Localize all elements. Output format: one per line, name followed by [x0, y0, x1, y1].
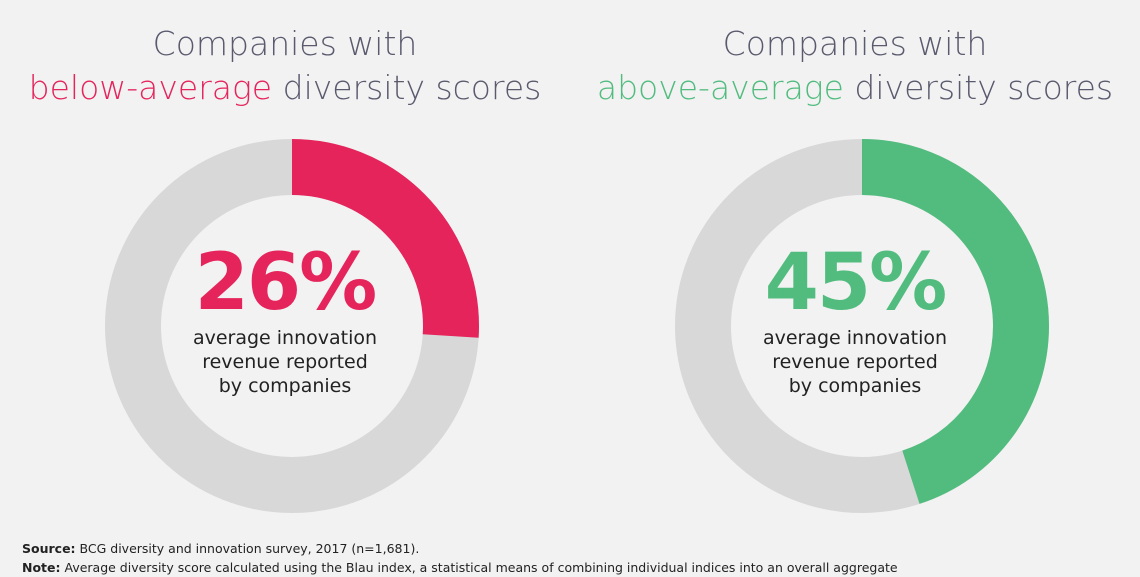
caption-line: average innovation — [192, 327, 378, 349]
caption-line: by companies — [218, 375, 352, 397]
title-line1: Companies with — [722, 24, 988, 63]
title-rest: diversity scores — [282, 68, 542, 107]
caption-line: revenue reported — [772, 351, 938, 373]
donut-chart — [675, 139, 1049, 513]
title-line1: Companies with — [152, 24, 418, 63]
value-label: 26% — [194, 238, 378, 328]
value-segment — [675, 139, 1049, 513]
chart-footer: Source: BCG diversity and innovation sur… — [22, 539, 898, 577]
title-rest: diversity scores — [854, 68, 1114, 107]
caption-line: revenue reported — [202, 351, 368, 373]
title-line2: below-average diversity scores — [0, 66, 570, 110]
donut-center: 26% average innovation revenue reported … — [0, 242, 570, 398]
chart-title: Companies with below-average diversity s… — [0, 22, 570, 110]
donut-center: 45% average innovation revenue reported … — [570, 242, 1140, 398]
value-segment — [105, 139, 479, 513]
value-label: 45% — [764, 238, 948, 328]
title-line2: above-average diversity scores — [570, 66, 1140, 110]
below-average-panel: Companies with below-average diversity s… — [0, 0, 570, 520]
note-label: Note: — [22, 560, 61, 575]
source-label: Source: — [22, 541, 76, 556]
donut-chart — [105, 139, 479, 513]
note-text: Average diversity score calculated using… — [64, 560, 898, 575]
above-average-panel: Companies with above-average diversity s… — [570, 0, 1140, 520]
value-caption: average innovation revenue reported by c… — [570, 326, 1140, 398]
source-text: BCG diversity and innovation survey, 201… — [79, 541, 420, 556]
title-highlight: above-average — [596, 68, 844, 107]
caption-line: average innovation — [762, 327, 948, 349]
chart-title: Companies with above-average diversity s… — [570, 22, 1140, 110]
caption-line: by companies — [788, 375, 922, 397]
value-caption: average innovation revenue reported by c… — [0, 326, 570, 398]
note-line: Note: Average diversity score calculated… — [22, 558, 898, 577]
source-line: Source: BCG diversity and innovation sur… — [22, 539, 898, 558]
title-highlight: below-average — [28, 68, 273, 107]
